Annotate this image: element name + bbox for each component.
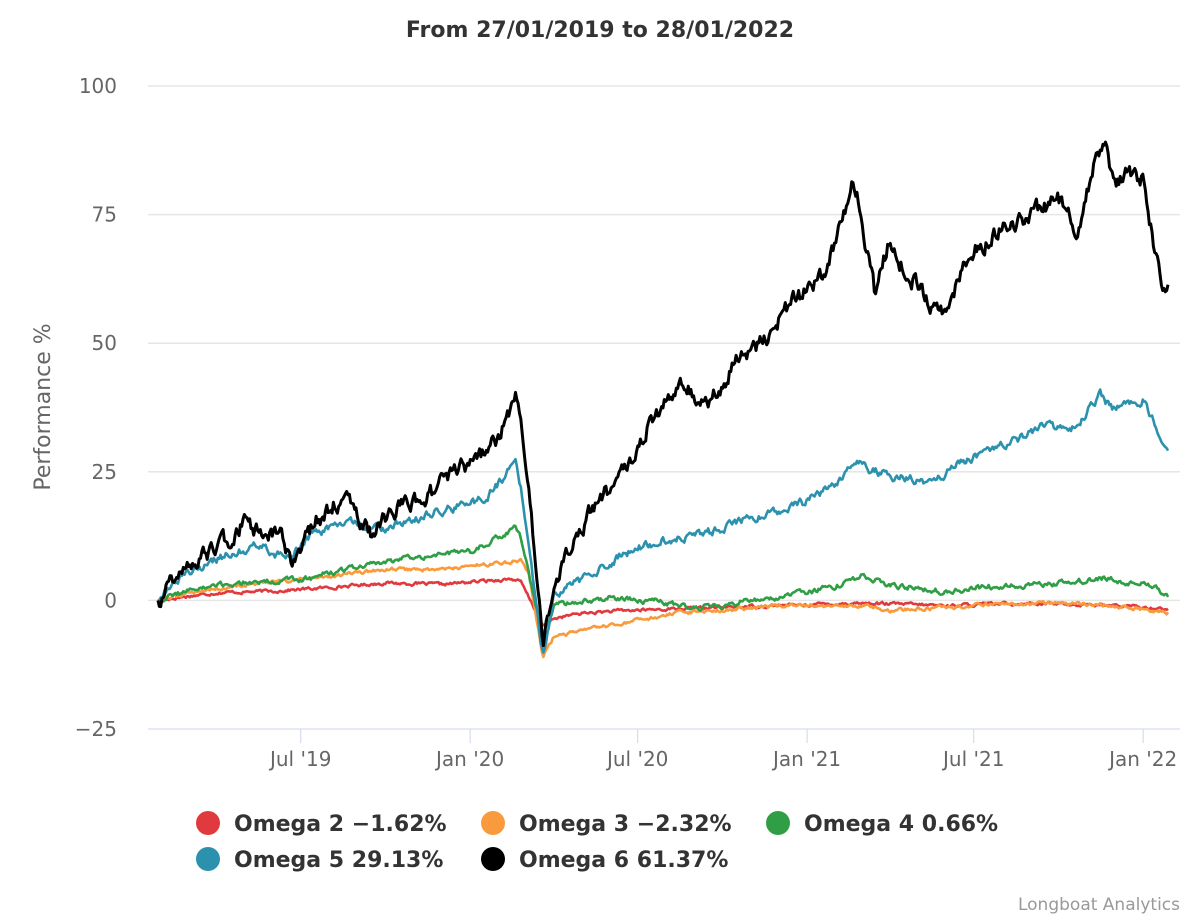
y-axis-label: Performance %: [31, 323, 56, 490]
y-tick-label: −25: [75, 717, 117, 741]
legend-label: Omega 3 −2.32%: [519, 812, 732, 837]
legend-marker: [766, 811, 790, 835]
legend-label: Omega 5 29.13%: [234, 848, 443, 873]
credits[interactable]: Longboat Analytics: [1018, 895, 1180, 915]
legend-label: Omega 6 61.37%: [519, 848, 728, 873]
legend-series-value: 61.37%: [637, 848, 729, 873]
y-tick-label: 25: [92, 460, 117, 484]
legend-marker: [196, 811, 220, 835]
y-tick-label: 0: [104, 588, 117, 612]
legend-series-name: Omega 4: [804, 812, 914, 837]
legend-marker: [196, 847, 220, 871]
legend-series-value: −1.62%: [352, 812, 447, 837]
x-tick-label: Jul '20: [605, 747, 668, 771]
legend-series-name: Omega 2: [234, 812, 344, 837]
legend-label: Omega 4 0.66%: [804, 812, 998, 837]
legend-series-name: Omega 5: [234, 848, 344, 873]
x-axis-ticks: Jul '19 Jan '20 Jul '20 Jan '21 Jul '21 Jan '…: [268, 729, 1177, 771]
legend-item[interactable]: Omega 5 29.13%: [196, 847, 443, 873]
legend-series-name: Omega 3: [519, 812, 629, 837]
grid-lines: [148, 85, 1180, 602]
y-axis-ticks: −25 0 25 50 75 100: [75, 74, 117, 741]
legend-item[interactable]: Omega 2 −1.62%: [196, 811, 447, 837]
series-group: [156, 140, 1170, 659]
legend-series-value: 0.66%: [922, 812, 998, 837]
legend-marker: [481, 811, 505, 835]
series-line-omega-6[interactable]: [156, 140, 1170, 648]
x-tick-label: Jul '21: [941, 747, 1004, 771]
legend-marker: [481, 847, 505, 871]
legend-series-value: 29.13%: [352, 848, 444, 873]
series-line-omega-4[interactable]: [157, 524, 1170, 635]
legend-label: Omega 2 −1.62%: [234, 812, 447, 837]
legend: Omega 2 −1.62% Omega 3 −2.32% Omega 4 0.66…: [196, 811, 998, 873]
legend-series-value: −2.32%: [637, 812, 732, 837]
y-tick-label: 50: [92, 331, 117, 355]
legend-item[interactable]: Omega 4 0.66%: [766, 811, 998, 837]
x-tick-label: Jan '20: [434, 747, 504, 771]
chart-title: From 27/01/2019 to 28/01/2022: [406, 18, 794, 43]
legend-series-name: Omega 6: [519, 848, 629, 873]
y-tick-label: 75: [92, 203, 117, 227]
series-line-omega-5[interactable]: [157, 388, 1170, 654]
x-tick-label: Jul '19: [268, 747, 331, 771]
legend-item[interactable]: Omega 3 −2.32%: [481, 811, 732, 837]
legend-item[interactable]: Omega 6 61.37%: [481, 847, 728, 873]
y-tick-label: 100: [79, 74, 117, 98]
x-tick-label: Jan '21: [771, 747, 841, 771]
x-tick-label: Jan '22: [1107, 747, 1177, 771]
series-line-omega-3[interactable]: [157, 557, 1170, 659]
